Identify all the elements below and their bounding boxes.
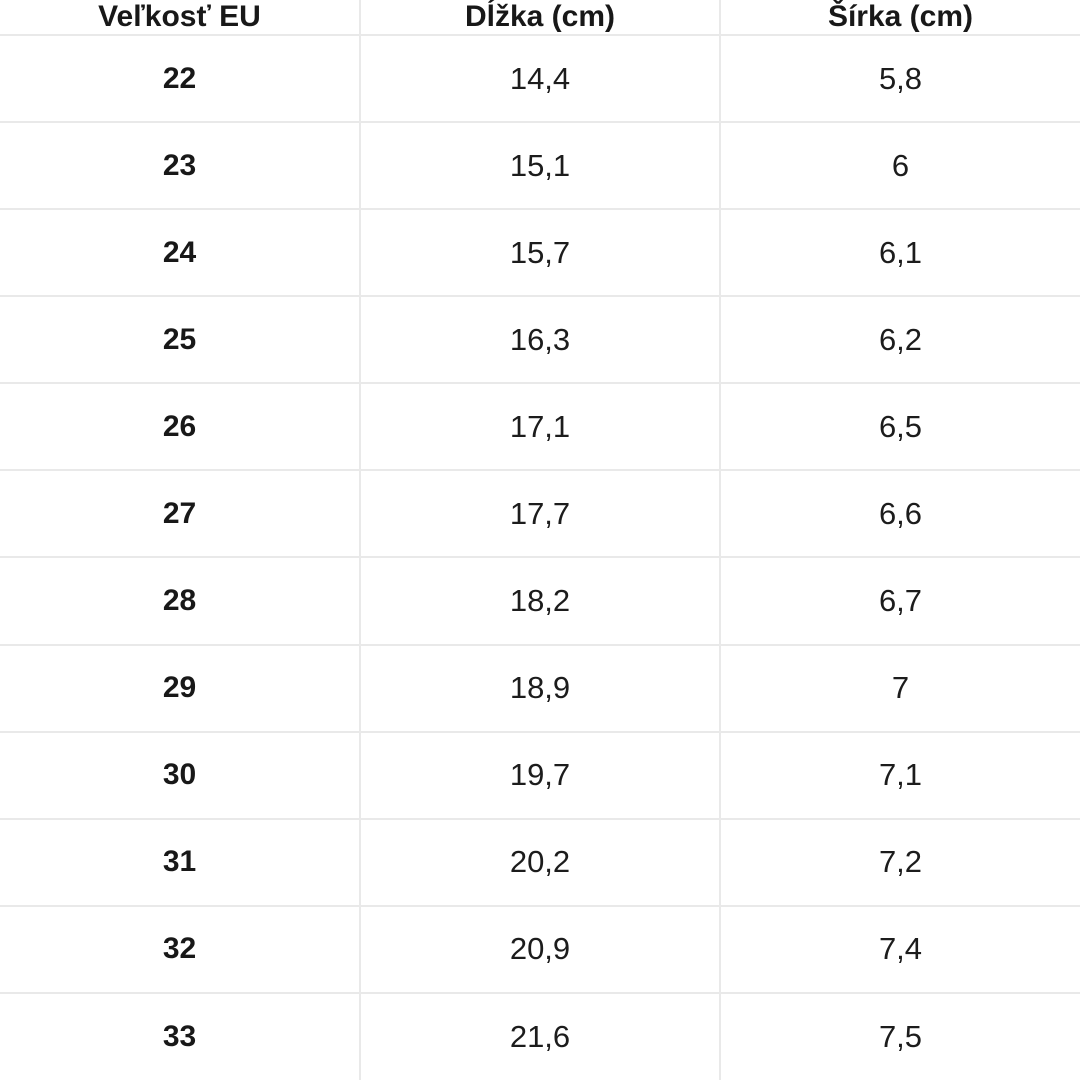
length-cell: 15,7 [359,208,720,297]
width-cell: 7,4 [719,904,1080,993]
table-row: 22 14,4 5,8 [0,33,1080,123]
length-cell: 18,9 [359,643,720,732]
table-row: 31 20,2 7,2 [0,817,1080,906]
width-cell: 7,1 [719,730,1080,819]
table-body: 22 14,4 5,8 23 15,1 6 24 15,7 6,1 25 16,3 6,2 26 17,1… [0,33,1080,1080]
table-row: 29 18,9 7 [0,643,1080,732]
size-cell: 23 [0,121,360,210]
size-cell: 27 [0,469,360,558]
width-cell: 7,5 [719,991,1080,1080]
table-row: 30 19,7 7,1 [0,730,1080,819]
table-row: 23 15,1 6 [0,121,1080,210]
table-row: 25 16,3 6,2 [0,295,1080,384]
length-cell: 18,2 [359,556,720,645]
width-cell: 7 [719,643,1080,732]
length-cell: 20,2 [359,817,720,906]
size-cell: 24 [0,208,360,297]
col-header-length-cm: Dĺžka (cm) [359,0,720,35]
table-header: Veľkosť EU Dĺžka (cm) Šírka (cm) [0,0,1080,35]
size-cell: 26 [0,382,360,471]
width-cell: 6,5 [719,382,1080,471]
length-cell: 19,7 [359,730,720,819]
table-row: 28 18,2 6,7 [0,556,1080,645]
header-row: Veľkosť EU Dĺžka (cm) Šírka (cm) [0,0,1080,35]
size-cell: 28 [0,556,360,645]
width-cell: 6,7 [719,556,1080,645]
size-cell: 29 [0,643,360,732]
size-cell: 25 [0,295,360,384]
width-cell: 7,2 [719,817,1080,906]
table-row: 32 20,9 7,4 [0,904,1080,993]
col-header-width-cm: Šírka (cm) [719,0,1080,35]
length-cell: 21,6 [359,991,720,1080]
table-row: 27 17,7 6,6 [0,469,1080,558]
length-cell: 16,3 [359,295,720,384]
col-header-size-eu: Veľkosť EU [98,0,261,33]
length-cell: 15,1 [359,121,720,210]
width-cell: 6 [719,121,1080,210]
size-cell: 33 [0,991,360,1080]
table-row: 26 17,1 6,5 [0,382,1080,471]
table-row: 24 15,7 6,1 [0,208,1080,297]
width-cell: 6,1 [719,208,1080,297]
width-cell: 5,8 [719,33,1080,123]
size-cell: 32 [0,904,360,993]
size-cell: 31 [0,817,360,906]
width-cell: 6,6 [719,469,1080,558]
length-cell: 14,4 [359,33,720,123]
size-cell: 22 [0,33,360,123]
length-cell: 20,9 [359,904,720,993]
width-cell: 6,2 [719,295,1080,384]
size-cell: 30 [0,730,360,819]
length-cell: 17,7 [359,469,720,558]
table-row: 33 21,6 7,5 [0,991,1080,1080]
length-cell: 17,1 [359,382,720,471]
